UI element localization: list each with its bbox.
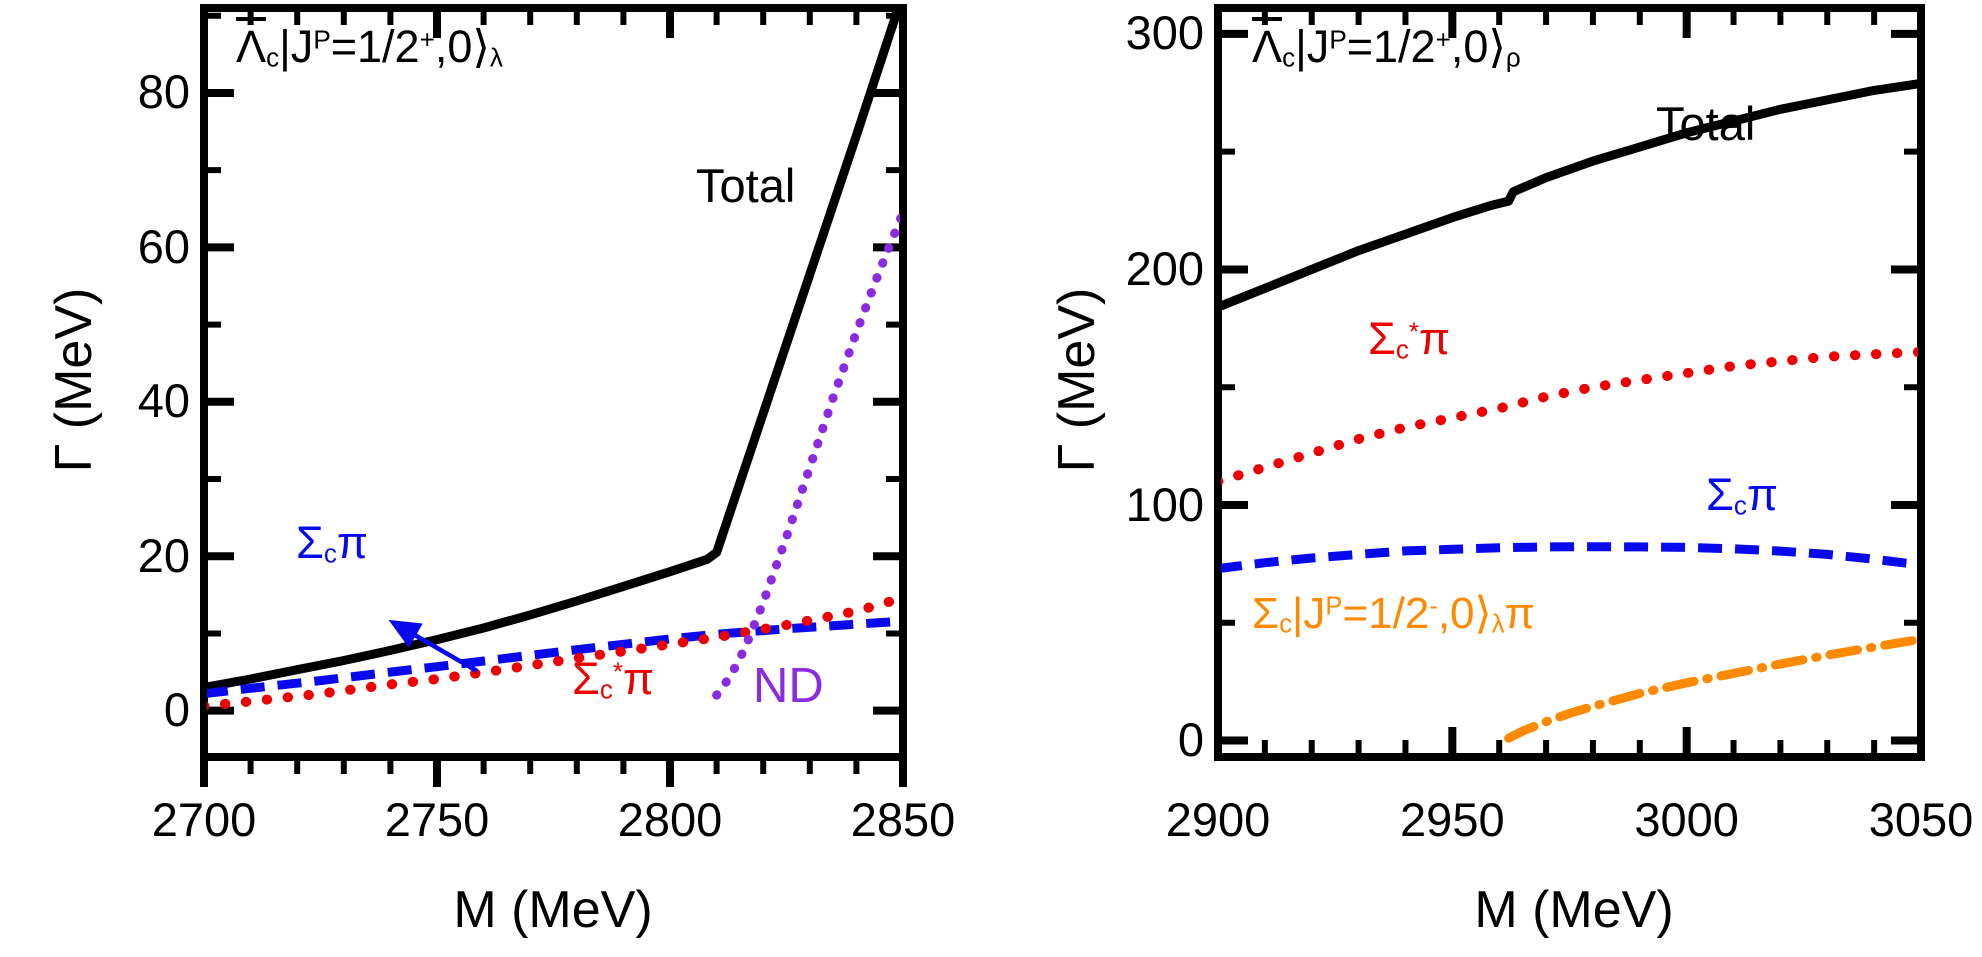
x-axis-title-right: M (MeV) — [1474, 881, 1674, 939]
y-tick-label: 100 — [1125, 477, 1204, 531]
x-tick-label: 2700 — [151, 793, 257, 846]
y-tick-label: 40 — [137, 374, 190, 428]
y-tick-label: 0 — [163, 683, 190, 737]
x-tick-label: 2750 — [384, 793, 490, 846]
total-curve — [207, 6, 900, 692]
sigma_c_star_pi-curve — [207, 593, 900, 711]
total-curve — [1221, 79, 1918, 311]
x-tick-label: 3050 — [1868, 793, 1974, 846]
y-tick-label: 80 — [137, 65, 190, 119]
nd-curve — [712, 209, 900, 700]
plot-frame — [200, 4, 907, 761]
panel-title-right: Λc|JP=1/2+,0⟩ρ — [1252, 21, 1521, 73]
plot-frame — [1214, 4, 1925, 761]
y-tick-label: 60 — [137, 219, 190, 273]
y-axis-title-right: Γ (MeV) — [1048, 287, 1106, 473]
total-label: Total — [696, 159, 796, 212]
total-label: Total — [1656, 97, 1756, 150]
panel-left — [200, 4, 907, 787]
nd-label: ND — [753, 659, 824, 713]
sigma_c_pi-curve — [207, 616, 900, 698]
y-tick-label: 0 — [1177, 713, 1204, 767]
sigma_c_star_pi-curve — [1221, 347, 1918, 486]
sigma_c_pi-label: Σcπ — [1706, 469, 1778, 521]
panel-title-left: Λc|JP=1/2+,0⟩λ — [236, 21, 503, 73]
sigma_c_1half_minus_pi-label: Σc|JP=1/2-,0⟩λπ — [1252, 589, 1535, 639]
label-arrow-icon — [388, 619, 479, 673]
x-tick-label: 3000 — [1634, 793, 1739, 846]
sigma_c_star_pi-label: Σc*π — [572, 653, 655, 705]
sigma_c_star_pi-label: Σc*π — [1368, 313, 1451, 365]
x-tick-label: 2800 — [617, 793, 723, 846]
x-tick-label: 2950 — [1400, 793, 1505, 846]
x-tick-label: 2900 — [1165, 793, 1271, 846]
y-tick-label: 300 — [1125, 6, 1204, 60]
x-tick-label: 2850 — [850, 793, 956, 846]
panel-right — [1214, 4, 1925, 761]
sigma_c_1half_minus_pi-curve — [1504, 635, 1918, 743]
y-tick-label: 200 — [1125, 242, 1204, 295]
sigma_c_pi-curve — [1221, 542, 1918, 573]
sigma_c_pi-label: Σcπ — [296, 517, 368, 569]
y-tick-label: 20 — [137, 528, 190, 582]
x-axis-title-left: M (MeV) — [453, 881, 653, 939]
